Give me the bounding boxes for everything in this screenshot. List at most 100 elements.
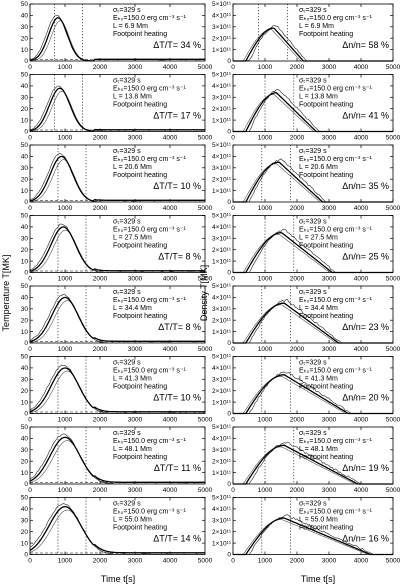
y-tick-label: 0 [227,552,231,559]
y-tick-label: 2×10¹¹ [212,106,232,113]
loop-length-label: L = 34.4 Mm [299,305,338,312]
x-tick-label: 5000 [386,487,400,494]
y-tick-label: 0 [24,552,28,559]
heating-type-label: Footpoint heating [299,454,353,461]
y-tick-label: 0 [24,270,28,277]
x-tick-label: 3000 [322,346,337,353]
x-tick-label: 1000 [258,558,273,565]
x-tick-label: 5000 [386,346,400,353]
observed-curve [29,364,206,414]
x-tick-label: 4000 [163,346,178,353]
x-tick-label: 0 [28,558,32,565]
x-tick-label: 5000 [198,417,213,424]
x-tick-label: 2000 [290,558,305,565]
y-tick-label: 0 [227,199,231,206]
observed-curve [29,433,206,485]
delta-t-label: ΔT/T= 17 % [153,111,201,121]
heating-type-label: Footpoint heating [113,31,167,38]
sigma-label: σₜ=329 s [113,219,141,226]
x-tick-label: 4000 [163,205,178,212]
delta-t-label: ΔT/T= 8 % [158,252,201,262]
y-tick-label: 4×10¹¹ [212,365,232,372]
x-tick-label: 3000 [128,205,143,212]
sigma-label: σₜ=329 s [299,7,327,14]
x-tick-label: 4000 [163,558,178,565]
x-tick-label: 4000 [354,276,369,283]
y-tick-label: 5×10¹¹ [212,72,232,79]
delta-t-label: ΔT/T= 34 % [153,40,201,50]
y-tick-label: 5×10¹¹ [212,1,232,8]
y-tick-label: 0 [227,481,231,488]
y-tick-label: 50 [21,213,29,220]
y-tick-label: 3×10¹¹ [212,165,232,172]
sigma-label: σₜ=329 s [113,430,141,437]
dens-panel-row-7: 0 1000 2000 3000 4000 5000 0 1×10¹¹ 2×10¹¹ 3×10¹¹… [212,424,400,494]
y-tick-label: 2×10¹¹ [212,388,232,395]
observed-curve [29,14,205,62]
plot-frame [232,426,394,485]
heating-rate-label: Eₕ₀=150.0 erg cm⁻³ s⁻¹ [299,509,373,516]
y-tick-label: 1×10¹¹ [212,47,232,54]
x-tick-label: 5000 [198,276,213,283]
heating-rate-label: Eₕ₀=150.0 erg cm⁻³ s⁻¹ [299,438,373,445]
x-tick-label: 5000 [386,64,400,71]
y-tick-label: 30 [21,24,29,31]
heating-rate-label: Eₕ₀=150.0 erg cm⁻³ s⁻¹ [113,438,187,445]
y-tick-label: 20 [21,106,29,113]
heating-type-label: Footpoint heating [299,384,353,391]
observed-curve [29,152,206,203]
temp-panel-row-5: 0 1000 2000 3000 4000 5000 0 10 20 30 40 50 σₜ=329 s… [21,283,213,353]
x-tick-label: 4000 [354,64,369,71]
x-tick-label: 4000 [354,487,369,494]
x-tick-label: 3000 [128,346,143,353]
x-tick-label: 2000 [93,276,108,283]
x-axis-label-right: Time t[s] [301,574,335,584]
y-tick-label: 0 [227,129,231,136]
heating-type-label: Footpoint heating [299,243,353,250]
x-tick-label: 0 [28,64,32,71]
x-tick-label: 1000 [58,558,73,565]
x-tick-label: 2000 [93,346,108,353]
temp-panel-row-3: 0 1000 2000 3000 4000 5000 0 10 20 30 40 50 σₜ=329 s… [21,142,213,212]
x-tick-label: 5000 [198,487,213,494]
heating-type-label: Footpoint heating [299,172,353,179]
y-tick-label: 40 [21,295,29,302]
heating-rate-label: Eₕ₀=150.0 erg cm⁻³ s⁻¹ [299,86,373,93]
loop-length-label: L = 55.0 Mm [113,517,152,524]
y-tick-label: 3×10¹¹ [212,95,232,102]
loop-length-label: L = 20.6 Mm [113,164,152,171]
y-tick-label: 4×10¹¹ [212,224,232,231]
y-tick-label: 30 [21,95,29,102]
sigma-label: σₜ=329 s [299,78,327,85]
x-tick-label: 2000 [93,417,108,424]
y-tick-label: 4×10¹¹ [212,436,232,443]
y-tick-label: 50 [21,142,29,149]
y-tick-label: 0 [227,340,231,347]
x-tick-label: 1000 [58,346,73,353]
y-tick-label: 50 [21,72,29,79]
plot-frame [232,497,394,555]
delta-n-label: Δn/n= 16 % [342,534,389,544]
heating-type-label: Footpoint heating [113,525,167,532]
x-tick-label: 5000 [386,135,400,142]
y-tick-label: 40 [21,506,29,513]
y-tick-label: 4×10¹¹ [212,13,232,20]
y-tick-label: 0 [227,411,231,418]
heating-type-label: Footpoint heating [299,31,353,38]
y-tick-label: 20 [21,529,29,536]
x-tick-label: 0 [231,558,235,565]
x-tick-label: 4000 [163,417,178,424]
heating-rate-label: Eₕ₀=150.0 erg cm⁻³ s⁻¹ [299,227,373,234]
temp-panel-row-4: 0 1000 2000 3000 4000 5000 0 10 20 30 40 50 σₜ=329 s… [21,213,213,283]
fit-curve [233,231,393,274]
y-tick-label: 0 [227,270,231,277]
y-tick-label: 10 [21,47,29,54]
heating-rate-label: Eₕ₀=150.0 erg cm⁻³ s⁻¹ [113,509,187,516]
x-tick-label: 5000 [386,276,400,283]
x-tick-label: 0 [28,346,32,353]
heating-rate-label: Eₕ₀=150.0 erg cm⁻³ s⁻¹ [299,15,373,22]
x-tick-label: 2000 [93,64,108,71]
loop-length-label: L = 48.1 Mm [113,446,152,453]
x-tick-label: 1000 [258,276,273,283]
